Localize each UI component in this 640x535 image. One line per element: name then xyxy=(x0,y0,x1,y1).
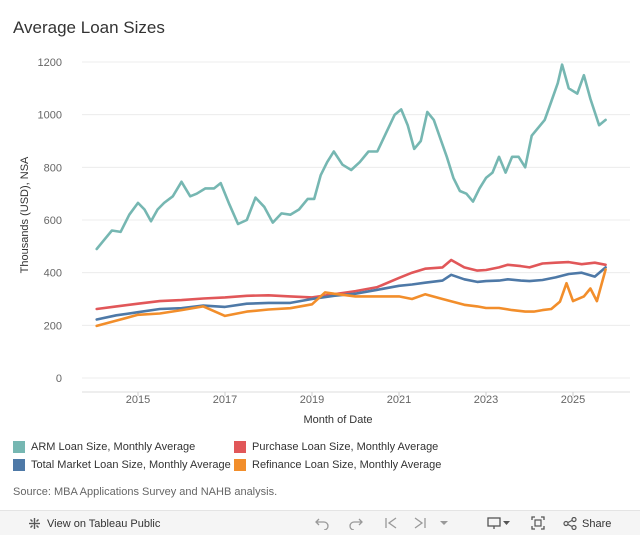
y-tick-label: 0 xyxy=(56,373,62,385)
tableau-logo-icon xyxy=(29,518,40,529)
download-icon xyxy=(487,517,510,529)
undo-icon xyxy=(315,518,329,530)
redo-button[interactable] xyxy=(348,515,364,531)
y-tick-label: 600 xyxy=(44,215,62,227)
x-tick-label: 2019 xyxy=(300,394,324,406)
more-arrow-button[interactable] xyxy=(439,515,449,531)
series-line-arm[interactable] xyxy=(95,63,607,251)
chart-title: Average Loan Sizes xyxy=(13,18,165,37)
undo-button[interactable] xyxy=(314,515,330,531)
legend-item-purchase[interactable]: Purchase Loan Size, Monthly Average xyxy=(234,441,438,453)
legend: ARM Loan Size, Monthly Average Purchase … xyxy=(13,441,633,481)
legend-swatch-purchase xyxy=(234,441,246,453)
legend-item-refinance[interactable]: Refinance Loan Size, Monthly Average xyxy=(234,459,441,471)
legend-label-total: Total Market Loan Size, Monthly Average xyxy=(31,459,231,471)
y-tick-label: 200 xyxy=(44,320,62,332)
legend-label-purchase: Purchase Loan Size, Monthly Average xyxy=(252,441,439,453)
legend-item-total[interactable]: Total Market Loan Size, Monthly Average xyxy=(13,459,231,471)
y-axis-label: Thousands (USD), NSA xyxy=(19,156,31,273)
legend-item-arm[interactable]: ARM Loan Size, Monthly Average xyxy=(13,441,195,453)
share-icon xyxy=(563,517,577,530)
revert-button[interactable] xyxy=(383,515,399,531)
source-note: Source: MBA Applications Survey and NAHB… xyxy=(13,486,278,498)
more-arrow-icon xyxy=(440,521,448,525)
fullscreen-button[interactable] xyxy=(531,515,545,531)
legend-swatch-total xyxy=(13,459,25,471)
legend-swatch-arm xyxy=(13,441,25,453)
legend-label-arm: ARM Loan Size, Monthly Average xyxy=(31,441,196,453)
x-axis-label: Month of Date xyxy=(303,414,372,426)
x-tick-label: 2017 xyxy=(213,394,237,406)
x-tick-label: 2025 xyxy=(561,394,585,406)
tableau-toolbar: View on Tableau Public xyxy=(0,510,640,535)
y-tick-label: 800 xyxy=(44,162,62,174)
legend-label-refinance: Refinance Loan Size, Monthly Average xyxy=(252,459,442,471)
x-tick-label: 2021 xyxy=(387,394,411,406)
forward-icon xyxy=(414,517,426,529)
legend-swatch-refinance xyxy=(234,459,246,471)
y-axis: 0 200 400 600 800 1000 1200 xyxy=(38,57,62,385)
fullscreen-icon xyxy=(531,516,545,530)
view-on-tableau-link[interactable]: View on Tableau Public xyxy=(28,517,160,530)
x-tick-label: 2023 xyxy=(474,394,498,406)
share-label: Share xyxy=(582,517,612,530)
y-tick-label: 400 xyxy=(44,268,62,280)
forward-button[interactable] xyxy=(412,515,428,531)
view-on-tableau-label: View on Tableau Public xyxy=(47,517,161,530)
revert-icon xyxy=(385,517,397,529)
x-axis: 2015 2017 2019 2021 2023 2025 xyxy=(82,391,630,406)
x-tick-label: 2015 xyxy=(126,394,150,406)
y-tick-label: 1200 xyxy=(38,57,62,69)
series-line-total[interactable] xyxy=(95,266,607,321)
share-button[interactable]: Share xyxy=(563,517,611,530)
series-group xyxy=(95,63,607,328)
download-button[interactable] xyxy=(487,515,511,531)
series-line-purchase[interactable] xyxy=(95,258,607,311)
y-tick-label: 1000 xyxy=(38,110,62,122)
redo-icon xyxy=(349,518,363,530)
series-line-refinance[interactable] xyxy=(95,268,607,328)
